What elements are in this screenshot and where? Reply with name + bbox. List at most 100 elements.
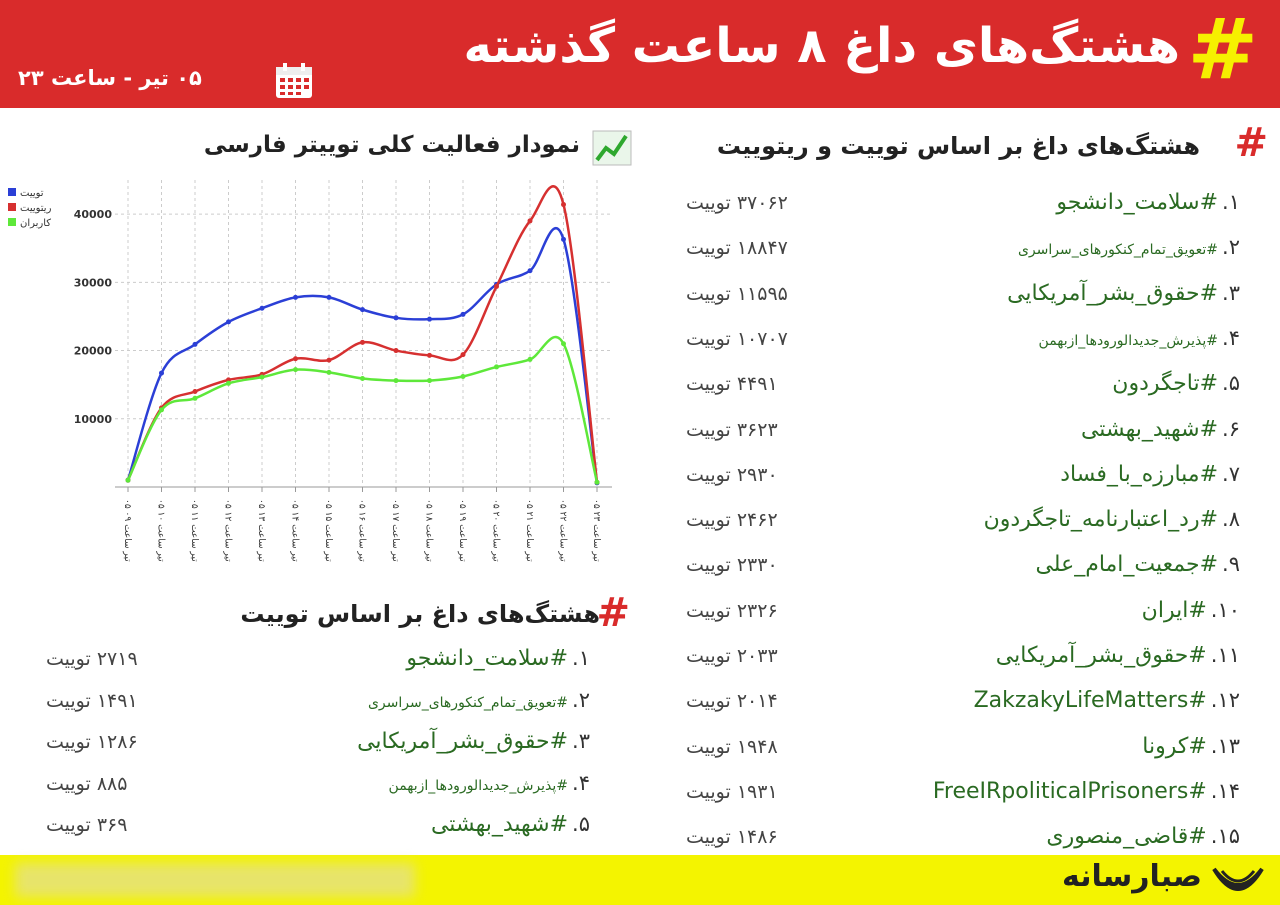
tweet-count: ۱۸۸۴۷ توییت bbox=[686, 237, 788, 260]
x-tick-label: ۰۵ تیر ساعت ۱۱ bbox=[189, 499, 199, 562]
section-title: هشتگ‌های داغ بر اساس توییت bbox=[240, 600, 600, 628]
tweet-count: ۲۹۳۰ توییت bbox=[686, 463, 778, 486]
rank: ۵. bbox=[1222, 371, 1240, 396]
list-row: ۱. #سلامت_دانشجو bbox=[406, 646, 590, 671]
hashtag: #سلامت_دانشجو bbox=[1056, 190, 1219, 215]
x-tick-label: ۰۵ تیر ساعت ۲۱ bbox=[524, 499, 534, 562]
list-row: ۳. #حقوق_بشر_آمریکایی bbox=[357, 729, 590, 754]
tweet-count: ۱۴۸۶ توییت bbox=[686, 826, 778, 849]
footer: صبارسانه bbox=[0, 855, 1280, 905]
list-row: ۱۲. #ZakzakyLifeMatters bbox=[974, 688, 1240, 713]
tweet-count: ۱۰۷۰۷ توییت bbox=[686, 327, 788, 350]
data-point bbox=[360, 339, 365, 345]
x-tick-label: ۰۵ تیر ساعت ۱۳ bbox=[256, 499, 266, 562]
data-point bbox=[192, 388, 198, 394]
list-row: ۱۱. #حقوق_بشر_آمریکایی bbox=[996, 643, 1240, 668]
tweet-count: ۱۹۴۸ توییت bbox=[686, 735, 778, 758]
data-point bbox=[192, 395, 198, 401]
rank: ۹. bbox=[1222, 552, 1240, 577]
logo-shape bbox=[1212, 867, 1264, 892]
series-line bbox=[126, 185, 599, 483]
list-row: ۲. #تعویق_تمام_کنکورهای_سراسری bbox=[368, 688, 590, 712]
y-tick-label: 20000 bbox=[74, 345, 113, 358]
x-tick-label: ۰۵ تیر ساعت ۱۵ bbox=[323, 499, 333, 562]
tweet-count: ۱۱۵۹۵ توییت bbox=[686, 282, 788, 305]
legend-swatch bbox=[8, 218, 16, 226]
logo-shape bbox=[1220, 870, 1256, 883]
rank: ۱۰. bbox=[1210, 597, 1240, 622]
x-tick-label: ۰۵ تیر ساعت ۱۲ bbox=[223, 499, 233, 562]
data-point bbox=[527, 356, 533, 362]
data-point bbox=[460, 311, 466, 317]
section-hash: # bbox=[1234, 120, 1268, 166]
y-tick-label: 10000 bbox=[74, 413, 113, 426]
hashtag: #ZakzakyLifeMatters bbox=[973, 688, 1207, 714]
rank: ۱۴. bbox=[1210, 778, 1240, 803]
rank: ۱۳. bbox=[1210, 733, 1240, 758]
list-row: ۱۵. #قاضی_منصوری bbox=[1046, 824, 1240, 849]
data-point bbox=[125, 477, 131, 483]
data-point bbox=[360, 307, 365, 313]
rank: ۲. bbox=[572, 687, 590, 712]
chart: 10000 20000 30000 40000 ۰۵ تیر ساعت ۰۹ ۰۵ تیر… bbox=[8, 180, 612, 562]
brand-logo bbox=[1212, 867, 1264, 892]
list-row: ۸. #رد_اعتبارنامه_تاجگردون bbox=[984, 507, 1240, 532]
data-point bbox=[527, 268, 533, 274]
tweet-count: ۲۳۲۶ توییت bbox=[686, 599, 778, 622]
data-point bbox=[159, 407, 164, 413]
tweet-count: ۲۳۳۰ توییت bbox=[686, 554, 778, 577]
data-point bbox=[326, 294, 332, 300]
x-tick-label: ۰۵ تیر ساعت ۰۹ bbox=[122, 499, 132, 562]
hashtag: #جمعیت_امام_علی bbox=[1035, 552, 1219, 578]
y-tick-label: 40000 bbox=[74, 208, 113, 221]
data-point bbox=[393, 315, 399, 321]
list-row: ۴. #پذیرش_جدیدالورودها_ازبهمن bbox=[389, 771, 590, 795]
hashtag: #حقوق_بشر_آمریکایی bbox=[1007, 280, 1219, 306]
hashtag: #حقوق_بشر_آمریکایی bbox=[995, 643, 1207, 668]
data-point bbox=[326, 369, 332, 375]
rank: ۱. bbox=[572, 646, 590, 670]
data-point bbox=[494, 283, 499, 289]
hashtag: #حقوق_بشر_آمریکایی bbox=[357, 729, 569, 754]
x-tick-label: ۰۵ تیر ساعت ۲۳ bbox=[591, 499, 601, 562]
rank: ۳. bbox=[1222, 280, 1240, 305]
hashtag: #قاضی_منصوری bbox=[1046, 824, 1207, 850]
blurred-area bbox=[15, 863, 415, 897]
data-point bbox=[259, 374, 265, 380]
hashtag: #رد_اعتبارنامه_تاجگردون bbox=[983, 507, 1219, 533]
legend-label: کاربران bbox=[20, 218, 51, 229]
list-row: ۱۰. #ایران bbox=[1142, 598, 1240, 623]
header: # هشتگ‌های داغ ۸ ساعت گذشته ۰۵ تیر - ساع… bbox=[0, 0, 1280, 108]
rank: ۳. bbox=[572, 729, 590, 753]
hashtag: #تعویق_تمام_کنکورهای_سراسری bbox=[1017, 242, 1219, 259]
legend-swatch bbox=[8, 188, 16, 196]
data-point bbox=[393, 378, 399, 384]
data-point bbox=[460, 373, 466, 379]
x-tick-label: ۰۵ تیر ساعت ۱۶ bbox=[357, 499, 367, 562]
rank: ۲. bbox=[1222, 235, 1240, 260]
rank: ۴. bbox=[1222, 325, 1240, 350]
section-hash: # bbox=[596, 590, 630, 636]
tweet-count: ۲۰۱۴ توییت bbox=[686, 690, 778, 713]
hashtag: #کرونا bbox=[1142, 733, 1207, 759]
list-row: ۷. #مبارزه_با_فساد bbox=[1060, 462, 1240, 487]
calendar-ring bbox=[301, 63, 305, 71]
calendar-top bbox=[276, 67, 312, 75]
data-point bbox=[561, 236, 566, 242]
data-point bbox=[226, 380, 231, 386]
rank: ۱. bbox=[1222, 190, 1240, 214]
hashtag: #شهید_بهشتی bbox=[430, 812, 569, 837]
x-tick-label: ۰۵ تیر ساعت ۱۸ bbox=[424, 499, 434, 562]
data-point bbox=[561, 341, 566, 347]
rank: ۴. bbox=[572, 770, 590, 795]
rank: ۶. bbox=[1222, 416, 1240, 441]
rank: ۵. bbox=[572, 812, 590, 836]
hashtag: #مبارزه_با_فساد bbox=[1060, 461, 1219, 487]
data-point bbox=[594, 479, 600, 485]
list-row: ۴. #پذیرش_جدیدالورودها_ازبهمن bbox=[1039, 326, 1240, 350]
data-point bbox=[192, 341, 198, 347]
calendar-grid bbox=[280, 78, 309, 95]
list-row: ۶. #شهید_بهشتی bbox=[1081, 417, 1240, 442]
hashtag: #FreeIRpoliticalPrisoners bbox=[932, 778, 1207, 804]
data-point bbox=[259, 305, 265, 311]
